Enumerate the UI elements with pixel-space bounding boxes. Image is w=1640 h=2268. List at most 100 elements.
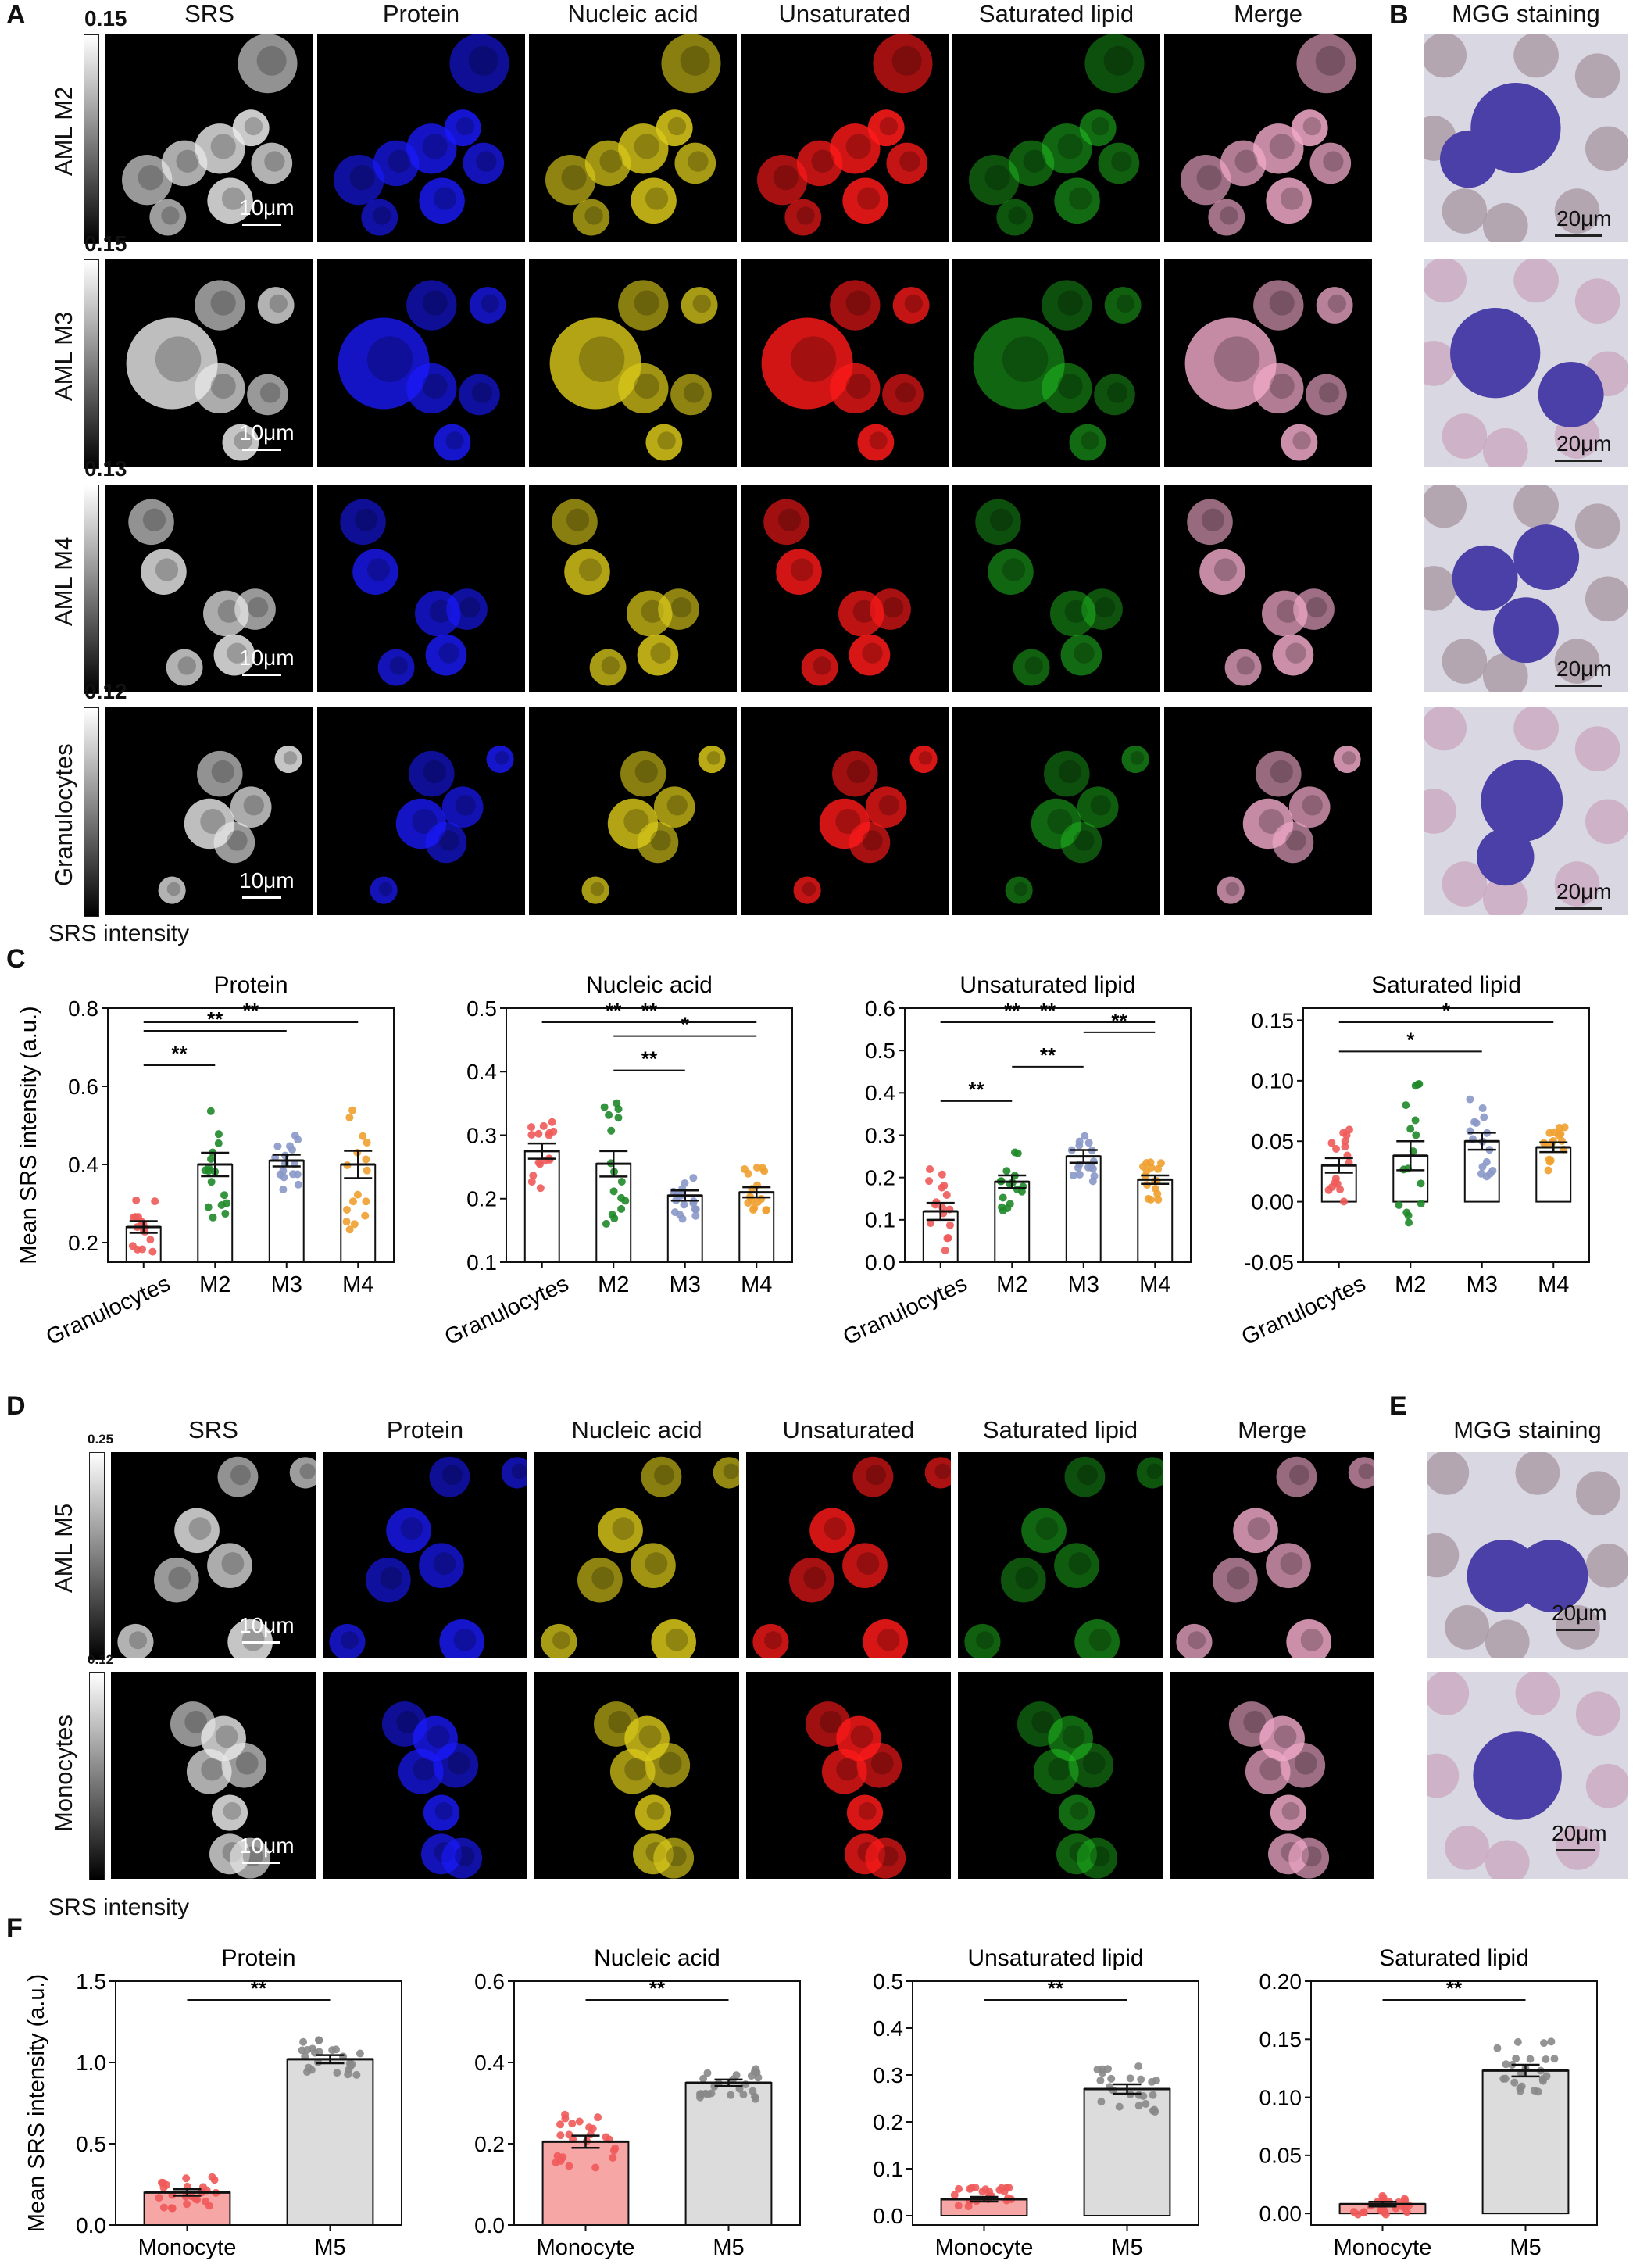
cell: [441, 786, 484, 828]
cell: [631, 177, 677, 224]
colorbar: [89, 1672, 105, 1880]
cell-image: [973, 280, 1142, 461]
data-point: [999, 1193, 1007, 1202]
channel-header-merge: Merge: [1234, 0, 1302, 27]
cell: [637, 821, 679, 864]
cell-nucleus: [1276, 599, 1299, 623]
cell-nucleus: [608, 1710, 631, 1733]
chart-title: Nucleic acid: [586, 972, 713, 998]
y-tick-label: 0.5: [76, 2132, 106, 2156]
data-point: [1550, 2055, 1559, 2063]
cell-nucleus: [366, 558, 391, 581]
scale-bar-label: 10μm: [239, 646, 295, 670]
image-tile-d-unsat: [746, 1672, 951, 1879]
cell-nucleus: [650, 642, 671, 664]
data-point: [561, 2114, 570, 2123]
data-point: [609, 1187, 618, 1196]
y-tick-label: 1.0: [76, 2051, 106, 2075]
x-tick-label: M5: [1111, 2235, 1142, 2260]
mgg-stain-image: [1427, 1672, 1628, 1879]
red-blood-cell: [1513, 707, 1559, 751]
cell-nucleus: [1188, 1631, 1206, 1650]
cell: [1281, 424, 1318, 461]
data-point: [1075, 1170, 1084, 1179]
cell-nucleus: [878, 795, 899, 816]
cell-nucleus: [773, 165, 799, 191]
cell: [425, 821, 467, 864]
row-label: AML M5: [50, 1503, 77, 1593]
image-tile-protein: [317, 707, 525, 915]
data-point: [750, 1204, 759, 1212]
row-label: AML M3: [50, 311, 77, 401]
mgg-scale-bar-label: 20μm: [1556, 656, 1612, 681]
data-point: [938, 1170, 946, 1179]
data-point: [362, 1155, 370, 1164]
data-point: [689, 1174, 698, 1182]
colorbar: [84, 707, 99, 917]
data-point: [315, 2036, 323, 2044]
cell: [830, 363, 881, 414]
cell-nucleus: [1062, 1725, 1085, 1748]
image-tile-d-merge: [1170, 1672, 1374, 1879]
data-point: [1003, 1204, 1012, 1212]
cell-nucleus: [1280, 187, 1304, 210]
cell: [842, 1543, 888, 1589]
cell: [234, 588, 276, 630]
data-point: [1154, 1164, 1163, 1173]
cell-nucleus: [670, 597, 692, 618]
y-tick-label: 0.4: [873, 2016, 903, 2041]
panel-label-c: C: [6, 944, 26, 974]
cell: [776, 549, 822, 595]
cell-nucleus: [200, 808, 226, 835]
data-point: [182, 2174, 191, 2183]
cell-nucleus: [856, 187, 881, 210]
cell: [641, 1456, 682, 1497]
red-blood-cell: [1575, 1471, 1620, 1516]
cell-nucleus: [624, 1758, 648, 1781]
colorbar-max-value: 0.12: [88, 1652, 114, 1667]
cell: [1280, 1742, 1326, 1788]
cell-nucleus: [584, 206, 603, 225]
y-tick-label: 0.6: [474, 1969, 505, 1994]
cell-nucleus: [1081, 431, 1099, 450]
data-point: [1510, 2078, 1519, 2087]
y-tick-label: 0.00: [1259, 2202, 1302, 2226]
cell: [653, 786, 695, 828]
data-point: [727, 2091, 735, 2099]
cell-nucleus: [433, 187, 457, 210]
cell-nucleus: [1270, 760, 1293, 784]
cell-image: [340, 499, 488, 686]
cell-nucleus: [413, 1758, 436, 1781]
cell-nucleus: [283, 751, 298, 765]
y-tick-label: 0.1: [865, 1208, 895, 1232]
red-blood-cell: [1482, 202, 1528, 242]
cell: [501, 1457, 527, 1489]
y-tick-label: 0.2: [873, 2110, 903, 2134]
cell: [1288, 1837, 1330, 1879]
bar-chart: Nucleic acid 0.0 0.2 0.4 0.6 Monocyte M5 **: [474, 1945, 801, 2260]
cell: [289, 1457, 316, 1489]
cell: [429, 1456, 470, 1497]
data-point: [345, 1113, 354, 1121]
data-point: [132, 1196, 141, 1204]
data-point: [697, 2090, 706, 2098]
leukocyte: [1477, 828, 1535, 886]
cell: [846, 1794, 884, 1831]
scale-bar-label: 10μm: [239, 868, 295, 893]
image-tile-nucleic: [529, 485, 737, 692]
red-blood-cell: [1424, 789, 1456, 834]
cell: [1050, 590, 1096, 637]
image-tile-srs: [105, 485, 313, 692]
cell: [195, 280, 245, 331]
cell: [227, 1619, 273, 1658]
significance-marker: **: [1111, 1009, 1127, 1032]
cell: [386, 1508, 431, 1554]
cell-nucleus: [227, 830, 248, 851]
cell: [1293, 588, 1335, 630]
data-point: [1152, 2077, 1160, 2085]
cell-nucleus: [1074, 642, 1095, 664]
x-tick-label: Monocyte: [138, 2235, 237, 2260]
cell-nucleus: [680, 45, 710, 76]
cell: [1181, 155, 1231, 206]
y-tick-label: 0.05: [1252, 1129, 1295, 1154]
